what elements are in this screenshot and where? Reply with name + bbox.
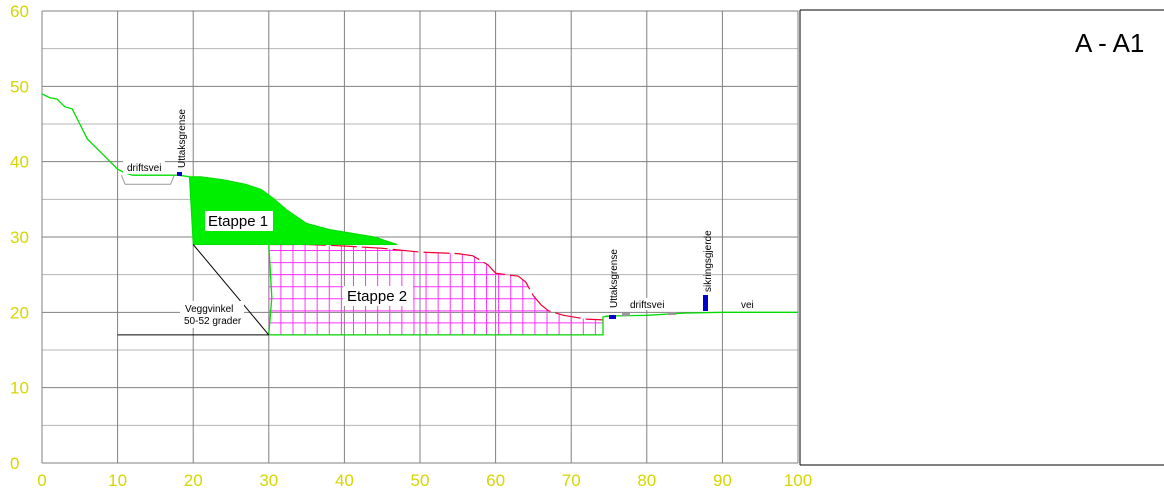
road-segment-2 — [668, 312, 676, 315]
veggvinkel-label-line-1: Veggvinkel — [185, 304, 233, 315]
section-title: A - A1 — [1075, 28, 1144, 58]
y-tick-label: 10 — [10, 379, 29, 398]
driftsvei-right-label-box: driftsvei — [628, 298, 670, 311]
terrain-right-line — [605, 311, 798, 317]
etappe-2-label: Etappe 2 — [347, 288, 407, 305]
y-tick-label: 0 — [10, 454, 19, 473]
x-tick-label: 10 — [108, 471, 127, 490]
y-tick-label: 50 — [10, 77, 29, 96]
uttaksgrense-left-marker — [177, 172, 182, 176]
major-gridlines — [41, 10, 799, 464]
x-axis-tick-labels: 0 10 20 30 40 50 60 70 80 90 100 — [37, 471, 812, 490]
driftsvei-left-roadbed — [120, 175, 175, 185]
road-segment-1 — [622, 313, 630, 316]
etappe-1-polygon — [188, 176, 398, 245]
x-tick-label: 50 — [411, 471, 430, 490]
vei-label: vei — [741, 300, 754, 311]
y-tick-label: 40 — [10, 153, 29, 172]
x-tick-label: 100 — [784, 471, 812, 490]
vei-label-box: vei — [740, 298, 756, 311]
etappe-2-area — [268, 243, 604, 335]
x-tick-label: 20 — [184, 471, 203, 490]
etappe-2-label-box: Etappe 2 — [343, 286, 413, 306]
original-terrain-line — [268, 243, 604, 321]
etappe-1-label-box: Etappe 1 — [205, 211, 273, 231]
uttaksgrense-right-label: Uttaksgrense — [609, 249, 620, 308]
profile-lines — [41, 93, 798, 336]
sikringsgjerde-marker — [703, 295, 708, 311]
veggvinkel-label-box: Veggvinkel 50-52 grader — [180, 301, 244, 328]
terrain-left-line — [41, 93, 190, 178]
y-tick-label: 20 — [10, 303, 29, 322]
x-tick-label: 80 — [637, 471, 656, 490]
y-axis-tick-labels: 0 10 20 30 40 50 60 — [10, 2, 29, 473]
y-tick-label: 60 — [10, 2, 29, 21]
driftsvei-left-label-box: driftsvei — [123, 161, 165, 174]
sikringsgjerde-label: sikringsgjerde — [703, 230, 714, 292]
veggvinkel-label-line-2: 50-52 grader — [184, 316, 242, 327]
wall-angle-line — [192, 244, 270, 336]
driftsvei-right-label: driftsvei — [630, 300, 664, 311]
x-tick-label: 60 — [486, 471, 505, 490]
driftsvei-left-label: driftsvei — [127, 163, 161, 174]
uttaksgrense-right-marker — [609, 315, 616, 319]
uttaksgrense-left-label: Uttaksgrense — [177, 109, 188, 168]
etappe-2-outline — [268, 244, 610, 336]
x-tick-label: 40 — [335, 471, 354, 490]
etappe-1-area — [188, 176, 398, 245]
x-tick-label: 90 — [713, 471, 732, 490]
y-tick-label: 30 — [10, 228, 29, 247]
etappe-1-label: Etappe 1 — [208, 213, 268, 230]
x-tick-label: 30 — [259, 471, 278, 490]
x-tick-label: 0 — [37, 471, 46, 490]
x-tick-label: 70 — [562, 471, 581, 490]
